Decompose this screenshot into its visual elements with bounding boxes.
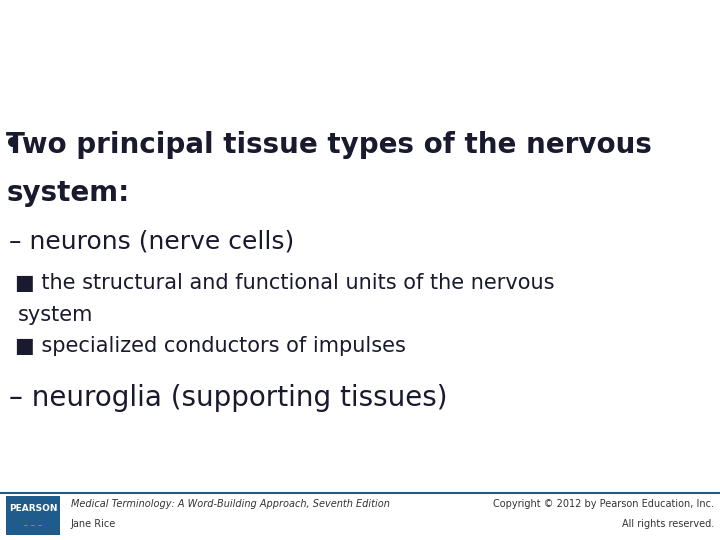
Text: Jane Rice: Jane Rice	[71, 518, 116, 529]
Text: system: system	[18, 305, 94, 325]
Text: – neuroglia (supporting tissues): – neuroglia (supporting tissues)	[9, 383, 448, 411]
Text: system:: system:	[6, 179, 130, 206]
FancyBboxPatch shape	[6, 496, 60, 535]
Text: – neurons (nerve cells): – neurons (nerve cells)	[9, 230, 294, 254]
Text: ■ specialized conductors of impulses: ■ specialized conductors of impulses	[15, 336, 406, 356]
Text: Tissues of the Nervous System: Tissues of the Nervous System	[18, 25, 694, 64]
Text: •: •	[4, 131, 22, 159]
Text: Two principal tissue types of the nervous: Two principal tissue types of the nervou…	[6, 131, 652, 159]
Text: Copyright © 2012 by Pearson Education, Inc.: Copyright © 2012 by Pearson Education, I…	[493, 499, 714, 509]
Text: PEARSON: PEARSON	[9, 504, 58, 512]
Text: ■ the structural and functional units of the nervous: ■ the structural and functional units of…	[15, 273, 554, 293]
Text: ~ ~ ~: ~ ~ ~	[23, 523, 43, 528]
Text: Medical Terminology: A Word-Building Approach, Seventh Edition: Medical Terminology: A Word-Building App…	[71, 499, 390, 509]
Text: All rights reserved.: All rights reserved.	[622, 518, 714, 529]
